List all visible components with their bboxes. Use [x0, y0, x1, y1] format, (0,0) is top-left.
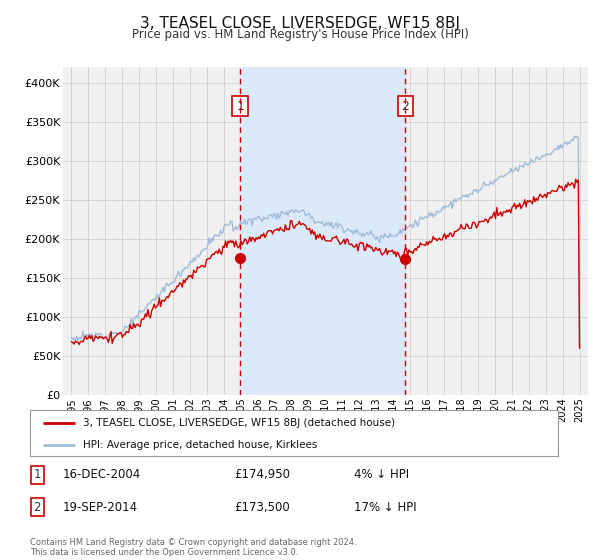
Text: 4% ↓ HPI: 4% ↓ HPI	[354, 468, 409, 482]
Text: £173,500: £173,500	[234, 501, 290, 514]
Text: This data is licensed under the Open Government Licence v3.0.: This data is licensed under the Open Gov…	[30, 548, 298, 557]
Text: 1: 1	[34, 468, 41, 482]
Text: Contains HM Land Registry data © Crown copyright and database right 2024.: Contains HM Land Registry data © Crown c…	[30, 538, 356, 547]
Text: 16-DEC-2004: 16-DEC-2004	[63, 468, 141, 482]
Text: Price paid vs. HM Land Registry's House Price Index (HPI): Price paid vs. HM Land Registry's House …	[131, 28, 469, 41]
Text: 3, TEASEL CLOSE, LIVERSEDGE, WF15 8BJ: 3, TEASEL CLOSE, LIVERSEDGE, WF15 8BJ	[140, 16, 460, 31]
Text: 17% ↓ HPI: 17% ↓ HPI	[354, 501, 416, 514]
Text: HPI: Average price, detached house, Kirklees: HPI: Average price, detached house, Kirk…	[83, 440, 317, 450]
Bar	[240, 67, 406, 395]
Text: 2: 2	[34, 501, 41, 514]
Text: 3, TEASEL CLOSE, LIVERSEDGE, WF15 8BJ (detached house): 3, TEASEL CLOSE, LIVERSEDGE, WF15 8BJ (d…	[83, 418, 395, 428]
Text: 19-SEP-2014: 19-SEP-2014	[63, 501, 138, 514]
Text: 2: 2	[401, 100, 409, 113]
Text: 1: 1	[236, 100, 244, 113]
Text: £174,950: £174,950	[234, 468, 290, 482]
